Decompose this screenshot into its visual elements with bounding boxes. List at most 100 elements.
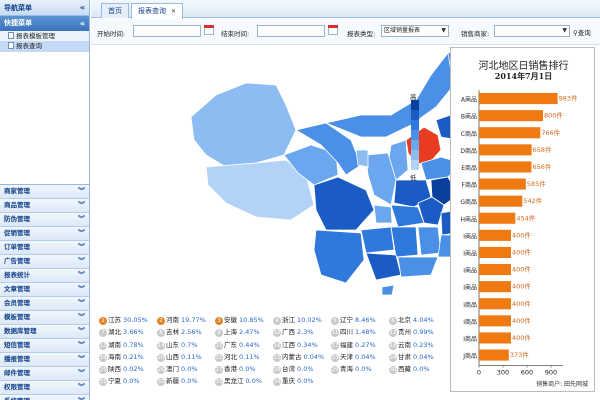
province-hunan[interactable] — [390, 226, 419, 258]
merchant-select[interactable]: ▼ — [494, 25, 570, 37]
search-button[interactable]: ⚲查询 — [573, 27, 591, 37]
province-item[interactable]: 22 内蒙古 0.04% — [273, 351, 331, 362]
collapse-sidebar-icon[interactable]: « — [79, 3, 85, 12]
province-item[interactable]: 15 广东 0.44% — [215, 339, 273, 350]
expand-icon[interactable]: ︾ — [78, 299, 85, 307]
province-gansu[interactable] — [294, 122, 362, 176]
province-item[interactable]: 8 吉林 2.56% — [157, 326, 215, 338]
province-item[interactable]: 13 湖南 0.78% — [99, 339, 157, 350]
province-item[interactable]: 16 江西 0.34% — [273, 339, 331, 350]
province-name: 新疆 — [166, 377, 179, 386]
expand-icon[interactable]: ︾ — [78, 257, 85, 265]
province-guizhou[interactable] — [360, 226, 395, 254]
expand-icon[interactable]: ︾ — [78, 369, 85, 377]
province-item[interactable]: 31 宁夏 0.0% — [99, 375, 157, 387]
province-chongqing[interactable] — [373, 204, 393, 224]
province-item[interactable]: 34 重庆 0.0% — [273, 375, 331, 387]
calendar-icon[interactable] — [204, 25, 214, 35]
province-item[interactable]: 30 西藏 0.0% — [389, 363, 447, 375]
province-yunnan[interactable] — [313, 229, 365, 284]
sidebar-menu-item[interactable]: 促销管理 ︾ — [0, 227, 89, 241]
quick-menu-header[interactable]: 快捷菜单 « — [0, 16, 89, 31]
sidebar-menu-item[interactable]: 数据库管理 ︾ — [0, 325, 89, 339]
province-item[interactable]: 4 浙江 10.02% — [273, 314, 331, 325]
quick-item-template-management[interactable]: 报表模板管理 — [0, 31, 89, 41]
province-item[interactable]: 28 台湾 0.0% — [273, 363, 331, 375]
province-share: 0.0% — [413, 365, 430, 374]
quick-item-report-query[interactable]: 报表查询 — [0, 41, 89, 51]
province-tibet[interactable] — [205, 159, 315, 221]
province-item[interactable]: 27 香港 0.0% — [215, 363, 273, 375]
expand-icon[interactable]: ︾ — [78, 215, 85, 223]
sidebar-menu-item[interactable]: 商品管理 ︾ — [0, 199, 89, 213]
province-item[interactable]: 32 新疆 0.0% — [157, 375, 215, 387]
province-item[interactable]: 6 北京 4.04% — [389, 314, 447, 325]
collapse-quick-menu-icon[interactable]: « — [79, 19, 85, 28]
start-time-input[interactable] — [133, 25, 201, 37]
sidebar-menu-item[interactable]: 系统管理 ︾ — [0, 395, 89, 400]
province-item[interactable]: 29 青海 0.0% — [331, 363, 389, 375]
expand-icon[interactable]: ︾ — [78, 341, 85, 349]
sidebar-menu-item[interactable]: 防伪管理 ︾ — [0, 213, 89, 227]
province-guangxi[interactable] — [365, 252, 402, 281]
expand-icon[interactable]: ︾ — [78, 187, 85, 195]
close-tab-icon[interactable]: ✕ — [171, 8, 177, 15]
province-share: 0.0% — [239, 365, 256, 374]
province-item[interactable]: 12 贵州 0.99% — [389, 326, 447, 338]
province-item[interactable]: 25 陕西 0.02% — [99, 363, 157, 375]
province-sichuan[interactable] — [313, 176, 375, 231]
sidebar-menu-item[interactable]: 广告管理 ︾ — [0, 255, 89, 269]
sidebar-menu-item[interactable]: 播报管理 ︾ — [0, 353, 89, 367]
expand-icon[interactable]: ︾ — [78, 313, 85, 321]
province-item[interactable]: 10 广西 2.3% — [273, 326, 331, 338]
province-xinjiang[interactable] — [190, 82, 297, 168]
province-item[interactable]: 26 澳门 0.0% — [157, 363, 215, 375]
province-item[interactable]: 33 黑龙江 0.0% — [215, 375, 273, 387]
tab-home[interactable]: 首页 — [101, 3, 129, 18]
report-type-select[interactable]: 区域销量报表 ▼ — [381, 25, 449, 37]
province-item[interactable]: 21 河北 0.11% — [215, 351, 273, 362]
province-item[interactable]: 14 山东 0.7% — [157, 339, 215, 350]
expand-icon[interactable]: ︾ — [78, 201, 85, 209]
province-item[interactable]: 9 上海 2.47% — [215, 326, 273, 338]
province-item[interactable]: 23 天津 0.04% — [331, 351, 389, 362]
province-hainan[interactable] — [381, 284, 395, 296]
expand-icon[interactable]: ︾ — [78, 383, 85, 391]
sidebar-menu-item[interactable]: 文章管理 ︾ — [0, 283, 89, 297]
province-item[interactable]: 1 江苏 30.05% — [99, 314, 157, 325]
sidebar-menu-item[interactable]: 商家管理 ︾ — [0, 185, 89, 199]
expand-icon[interactable]: ︾ — [78, 395, 85, 400]
province-item[interactable]: 17 福建 0.27% — [331, 339, 389, 350]
sidebar-menu-item[interactable]: 邮件管理 ︾ — [0, 367, 89, 381]
expand-icon[interactable]: ︾ — [78, 285, 85, 293]
province-item[interactable]: 7 湖北 3.66% — [99, 326, 157, 338]
expand-icon[interactable]: ︾ — [78, 229, 85, 237]
province-guangdong[interactable] — [397, 256, 439, 278]
end-time-input[interactable] — [257, 25, 325, 37]
expand-icon[interactable]: ︾ — [78, 355, 85, 363]
sidebar-menu-item[interactable]: 报表统计 ︾ — [0, 269, 89, 283]
sidebar-menu-item[interactable]: 模板管理 ︾ — [0, 311, 89, 325]
tab-report-query[interactable]: 报表查询 ✕ — [131, 3, 184, 19]
sidebar-menu-item[interactable]: 权限管理 ︾ — [0, 381, 89, 395]
value-label: 658件 — [533, 145, 552, 154]
sidebar-menu-item[interactable]: 订单管理 ︾ — [0, 241, 89, 255]
province-item[interactable]: 20 山西 0.11% — [157, 351, 215, 362]
province-hubei[interactable] — [390, 204, 425, 228]
expand-icon[interactable]: ︾ — [78, 271, 85, 279]
sidebar-menu-item[interactable]: 会员管理 ︾ — [0, 297, 89, 311]
province-qinghai[interactable] — [283, 144, 339, 186]
province-ningxia[interactable] — [355, 149, 369, 168]
province-item[interactable]: 19 海南 0.21% — [99, 351, 157, 362]
province-jiangxi[interactable] — [417, 226, 442, 256]
calendar-icon[interactable] — [328, 25, 338, 35]
sidebar-menu-item[interactable]: 短信管理 ︾ — [0, 339, 89, 353]
province-item[interactable]: 18 云南 0.23% — [389, 339, 447, 350]
expand-icon[interactable]: ︾ — [78, 243, 85, 251]
expand-icon[interactable]: ︾ — [78, 327, 85, 335]
province-item[interactable]: 2 河南 19.77% — [157, 314, 215, 325]
province-item[interactable]: 3 安徽 10.85% — [215, 314, 273, 325]
province-item[interactable]: 24 甘肃 0.04% — [389, 351, 447, 362]
province-item[interactable]: 11 四川 1.48% — [331, 326, 389, 338]
province-item[interactable]: 5 辽宁 8.46% — [331, 314, 389, 325]
